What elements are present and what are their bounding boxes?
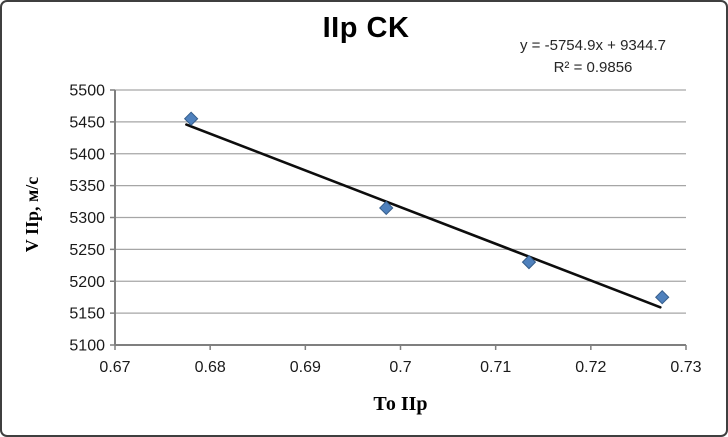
- trendline: [185, 123, 662, 309]
- data-point-marker: [379, 200, 394, 216]
- y-tick-label: 5150: [69, 306, 105, 323]
- y-tick-label: 5450: [69, 114, 105, 131]
- x-tick-label: 0.69: [290, 359, 321, 376]
- data-point-marker: [655, 289, 670, 305]
- x-tick-label: 0.7: [389, 359, 411, 376]
- x-tick-label: 0.68: [195, 359, 226, 376]
- x-tick-label: 0.73: [670, 359, 701, 376]
- trendline-equation: y = -5754.9x + 9344.7: [520, 37, 666, 54]
- chart-title: IIp CK: [322, 12, 410, 44]
- trendline-annotation: y = -5754.9x + 9344.7 R² = 0.9856: [464, 35, 722, 79]
- y-tick-label: 5400: [69, 146, 105, 163]
- data-point-marker: [183, 111, 199, 126]
- x-axis-title: То IIp: [373, 393, 427, 415]
- x-tick-label: 0.67: [99, 359, 130, 376]
- data-point-marker: [521, 254, 537, 270]
- y-tick-label: 5100: [69, 338, 105, 355]
- y-tick-label: 5350: [69, 178, 105, 195]
- y-axis-title: V IIp, м/с: [22, 177, 42, 252]
- x-tick-label: 0.72: [575, 359, 606, 376]
- y-tick-label: 5500: [69, 83, 105, 100]
- r-squared-value: R² = 0.9856: [553, 59, 633, 76]
- y-tick-label: 5200: [69, 274, 105, 291]
- y-tick-label: 5250: [69, 242, 105, 259]
- x-tick-label: 0.71: [480, 359, 511, 376]
- y-tick-label: 5300: [69, 210, 105, 227]
